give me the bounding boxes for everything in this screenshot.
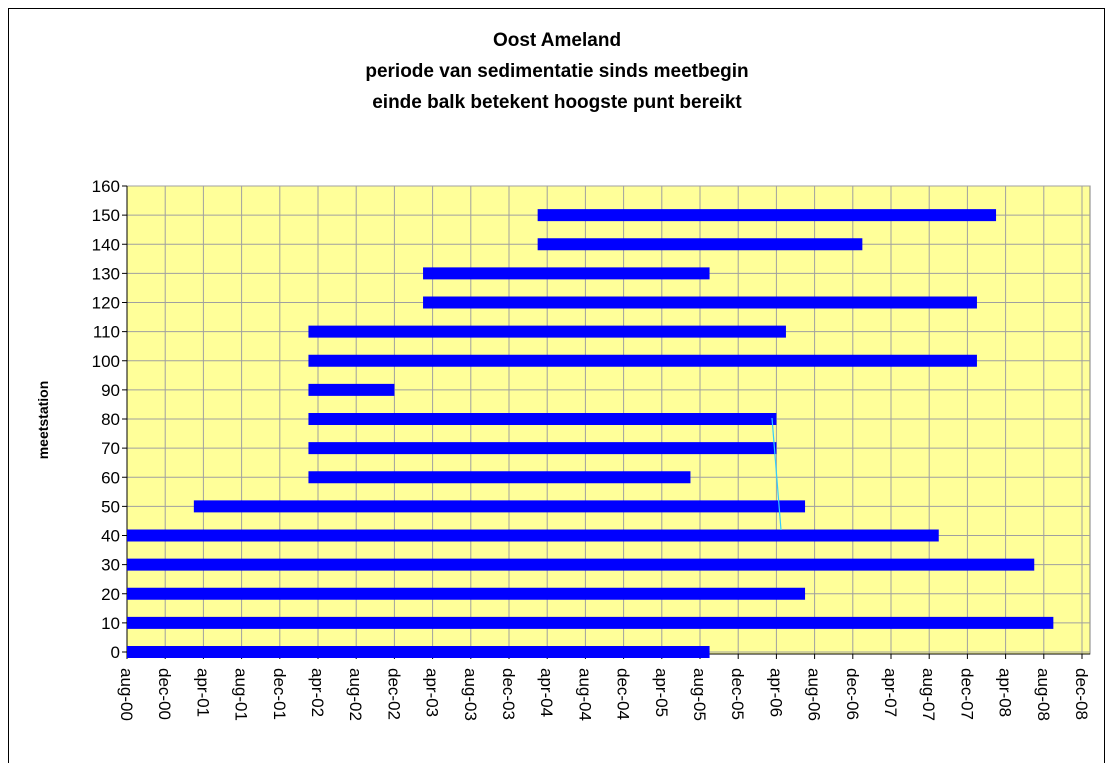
x-tick-label: apr-08 xyxy=(996,668,1015,717)
bar xyxy=(127,616,1054,629)
x-tick-label: dec-00 xyxy=(155,668,174,720)
x-tick-label: dec-06 xyxy=(843,668,862,720)
x-tick-label: dec-08 xyxy=(1072,668,1091,720)
y-tick-label: 100 xyxy=(92,352,120,371)
y-tick-label: 160 xyxy=(92,177,120,196)
connector-line xyxy=(771,417,782,531)
bar xyxy=(423,267,710,280)
x-tick-label: dec-02 xyxy=(384,668,403,720)
y-tick-label: 0 xyxy=(111,643,120,662)
bar xyxy=(127,646,710,658)
y-tick-label: 80 xyxy=(101,410,120,429)
bar xyxy=(423,296,977,309)
bar xyxy=(308,354,977,367)
y-tick-label: 130 xyxy=(92,264,120,283)
x-tick-label: apr-02 xyxy=(308,668,327,717)
x-tick-label: apr-06 xyxy=(766,668,785,717)
x-tick-label: aug-01 xyxy=(232,668,251,721)
y-tick-label: 60 xyxy=(101,468,120,487)
bar xyxy=(127,587,806,600)
x-tick-label: aug-02 xyxy=(346,668,365,721)
y-tick-label: 10 xyxy=(101,614,120,633)
bar xyxy=(127,529,939,542)
x-tick-label: aug-07 xyxy=(919,668,938,721)
x-tick-label: aug-08 xyxy=(1034,668,1053,721)
y-tick-label: 90 xyxy=(101,381,120,400)
y-tick-label: 40 xyxy=(101,527,120,546)
x-tick-label: aug-03 xyxy=(461,668,480,721)
y-tick-label: 140 xyxy=(92,235,120,254)
x-tick-label: aug-05 xyxy=(690,668,709,721)
y-tick-label: 50 xyxy=(101,497,120,516)
chart-title: Oost Ameland xyxy=(493,30,621,51)
x-tick-label: dec-04 xyxy=(614,668,633,720)
x-tick-label: apr-07 xyxy=(881,668,900,717)
bar xyxy=(308,471,691,484)
y-tick-label: 120 xyxy=(92,294,120,313)
y-tick-label: 110 xyxy=(93,323,120,342)
bar xyxy=(537,238,863,251)
y-axis-title: meetstation xyxy=(35,381,51,460)
x-tick-label: dec-07 xyxy=(957,668,976,720)
y-tick-label: 30 xyxy=(101,556,120,575)
bar xyxy=(308,325,786,338)
x-tick-label: aug-04 xyxy=(575,668,594,721)
bar xyxy=(308,383,395,396)
y-tick-label: 20 xyxy=(101,585,120,604)
bar xyxy=(308,442,777,455)
x-tick-label: dec-05 xyxy=(728,668,747,720)
y-tick-label: 150 xyxy=(92,206,120,225)
x-tick-label: dec-03 xyxy=(499,668,518,720)
bar xyxy=(193,500,806,513)
y-tick-label: 70 xyxy=(101,439,120,458)
chart-title: einde balk betekent hoogste punt bereikt xyxy=(372,92,742,113)
bar xyxy=(537,209,997,222)
x-tick-label: apr-05 xyxy=(652,668,671,717)
bar xyxy=(127,558,1035,571)
x-tick-label: apr-04 xyxy=(537,668,556,717)
bar xyxy=(308,413,777,425)
x-tick-label: dec-01 xyxy=(270,668,289,720)
x-tick-label: apr-03 xyxy=(423,668,442,717)
chart-title: periode van sedimentatie sinds meetbegin xyxy=(365,61,748,82)
x-tick-label: aug-00 xyxy=(117,668,136,721)
x-tick-label: aug-06 xyxy=(805,668,824,721)
x-tick-label: apr-01 xyxy=(193,668,212,717)
